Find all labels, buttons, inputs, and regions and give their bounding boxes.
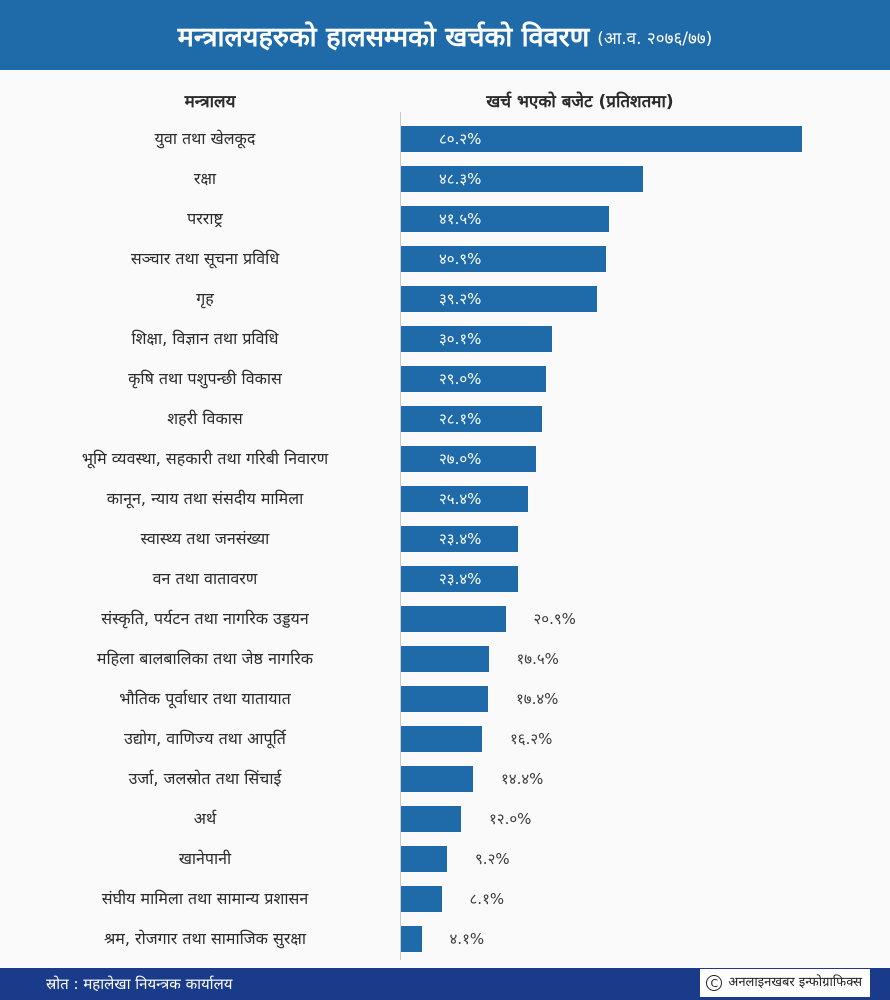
credit-badge: C अनलाइनखबर इन्फोग्राफिक्स — [700, 969, 870, 997]
category-label: महिला बालबालिका तथा जेष्ठ नागरिक — [96, 649, 314, 668]
value-label: १६.२% — [510, 730, 553, 748]
bar — [401, 166, 643, 192]
category-label: रक्षा — [193, 169, 217, 188]
value-label: ८०.२% — [439, 130, 482, 148]
chart-subtitle: (आ.व. २०७६/७७) — [597, 28, 713, 49]
bar — [401, 766, 473, 792]
chart-title: मन्त्रालयहरुको हालसम्मको खर्चको विवरण — [177, 21, 590, 53]
value-label: २९.०% — [439, 370, 482, 388]
category-label: कृषि तथा पशुपन्छी विकास — [128, 369, 282, 388]
bar — [401, 846, 447, 872]
value-label: १४.४% — [501, 770, 544, 788]
category-label: सञ्चार तथा सूचना प्रविधि — [130, 249, 280, 268]
credit-text: अनलाइनखबर इन्फोग्राफिक्स — [728, 975, 862, 990]
bar — [401, 806, 461, 832]
value-label: २०.९% — [533, 610, 576, 628]
category-label: शिक्षा, विज्ञान तथा प्रविधि — [131, 329, 279, 348]
bar — [401, 606, 506, 632]
value-label: ८.१% — [469, 890, 505, 908]
category-label: गृह — [196, 289, 214, 308]
bar — [401, 366, 546, 392]
category-label: अर्थ — [193, 809, 217, 828]
bar — [401, 686, 488, 712]
category-label: संस्कृति, पर्यटन तथा नागरिक उड्डयन — [101, 609, 309, 628]
category-label: शहरी विकास — [167, 409, 243, 428]
value-label: २३.४% — [439, 530, 482, 548]
value-label: ४८.३% — [439, 170, 482, 188]
bar — [401, 446, 536, 472]
value-label: ४१.५% — [439, 210, 482, 228]
value-label: ४०.९% — [439, 250, 482, 268]
bar — [401, 126, 802, 152]
category-label: वन तथा वातावरण — [152, 569, 258, 588]
bar — [401, 646, 489, 672]
bar — [401, 286, 597, 312]
category-label: स्वास्थ्य तथा जनसंख्या — [140, 529, 270, 548]
title-bar: मन्त्रालयहरुको हालसम्मको खर्चको विवरण (आ… — [0, 0, 890, 70]
value-label: ३९.२% — [439, 290, 482, 308]
bar — [401, 246, 606, 272]
bar — [401, 566, 518, 592]
value-label: ९.२% — [475, 850, 510, 868]
axis-divider — [400, 112, 401, 960]
copyright-icon: C — [706, 975, 723, 991]
value-label: २८.१% — [439, 410, 482, 428]
bar — [401, 726, 482, 752]
ministry-column-header: मन्त्रालय — [184, 92, 236, 112]
value-label: २५.४% — [439, 490, 482, 508]
value-label: १२.०% — [489, 810, 532, 828]
value-label: १७.५% — [516, 650, 559, 668]
category-label: संघीय मामिला तथा सामान्य प्रशासन — [101, 889, 309, 908]
category-label: उद्योग, वाणिज्य तथा आपूर्ति — [124, 729, 286, 748]
value-label: ४.१% — [449, 930, 485, 948]
category-label: परराष्ट्र — [187, 209, 223, 228]
bar — [401, 486, 528, 512]
bar — [401, 886, 442, 912]
category-label: युवा तथा खेलकूद — [154, 129, 256, 148]
bar — [401, 526, 518, 552]
value-label: ३०.१% — [439, 330, 482, 348]
bar — [401, 206, 609, 232]
value-label: २७.०% — [439, 450, 482, 468]
category-label: श्रम, रोजगार तथा सामाजिक सुरक्षा — [103, 929, 307, 948]
value-label: २३.४% — [439, 570, 482, 588]
bar — [401, 406, 542, 432]
category-label: कानून, न्याय तथा संसदीय मामिला — [106, 489, 304, 508]
category-label: भूमि व्यवस्था, सहकारी तथा गरिबी निवारण — [81, 449, 329, 468]
budget-column-header: खर्च भएको बजेट (प्रतिशतमा) — [486, 92, 674, 112]
source-note: स्रोत : महालेखा नियन्त्रक कार्यालय — [46, 975, 233, 993]
value-label: १७.४% — [516, 690, 559, 708]
category-label: खानेपानी — [178, 849, 232, 868]
category-label: भौतिक पूर्वाधार तथा यातायात — [119, 689, 291, 708]
bar — [401, 326, 552, 352]
category-label: उर्जा, जलस्रोत तथा सिंचाई — [128, 769, 282, 788]
bar — [401, 926, 422, 952]
